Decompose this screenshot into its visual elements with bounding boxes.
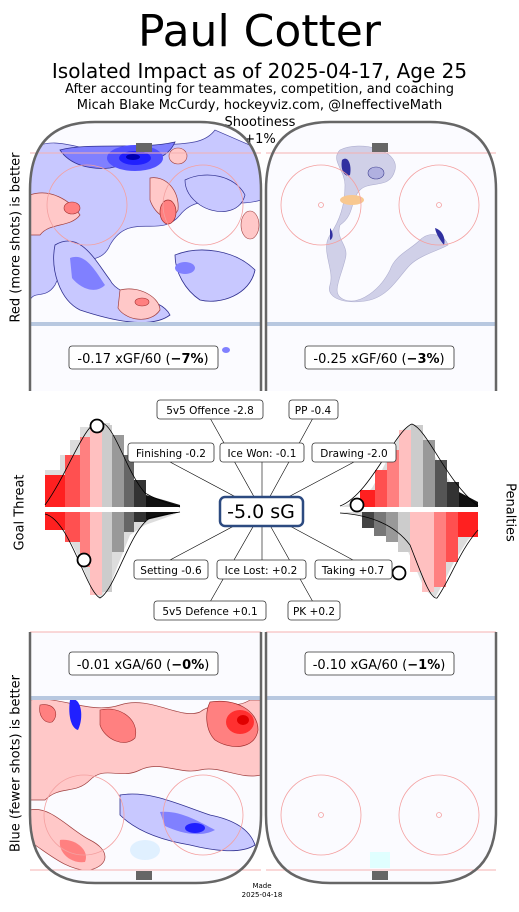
svg-text:Drawing -2.0: Drawing -2.0 — [320, 448, 388, 460]
svg-text:Ice Lost: +0.2: Ice Lost: +0.2 — [225, 565, 298, 577]
penalties-distribution — [339, 423, 479, 599]
label-defence-5v5: -0.01 xGA/60 (−0%) — [68, 651, 219, 676]
made-footer: Made 2025-04-18 — [240, 882, 284, 900]
component-defence-5v5: 5v5 Defence +0.1 — [153, 600, 267, 621]
component-pp: PP -0.4 — [288, 399, 339, 420]
svg-text:-0.17 xGF/60 (−7%): -0.17 xGF/60 (−7%) — [77, 352, 208, 367]
credit-line-2: Micah Blake McCurdy, hockeyviz.com, @Ine… — [76, 98, 443, 113]
goal-threat-distribution — [44, 418, 181, 599]
component-offence-5v5: 5v5 Offence -2.8 — [156, 399, 264, 420]
label-offence-5v5: -0.17 xGF/60 (−7%) — [68, 345, 219, 370]
total-sg-box: -5.0 sG — [218, 495, 305, 528]
component-taking: Taking +0.7 — [314, 559, 393, 580]
component-ice-lost: Ice Lost: +0.2 — [216, 559, 307, 580]
defence-marker — [76, 552, 92, 568]
svg-text:-0.01 xGA/60 (−0%): -0.01 xGA/60 (−0%) — [77, 658, 210, 673]
svg-text:-0.25 xGF/60 (−3%): -0.25 xGF/60 (−3%) — [313, 352, 444, 367]
component-setting: Setting -0.6 — [133, 559, 209, 580]
made-date: 2025-04-18 — [241, 891, 283, 899]
svg-text:Ice Won: -0.1: Ice Won: -0.1 — [228, 448, 297, 460]
svg-text:Setting -0.6: Setting -0.6 — [140, 565, 202, 577]
page-subtitle: Isolated Impact as of 2025-04-17, Age 25 — [51, 59, 468, 83]
svg-text:PP -0.4: PP -0.4 — [295, 405, 332, 417]
taking-marker — [391, 565, 407, 581]
made-label: Made — [252, 882, 272, 890]
component-drawing: Drawing -2.0 — [311, 442, 397, 463]
component-finishing: Finishing -0.2 — [127, 442, 215, 463]
rink-offence-pp — [264, 120, 498, 391]
component-ice-won: Ice Won: -0.1 — [219, 442, 305, 463]
shootiness-value: +1% — [244, 132, 276, 147]
svg-text:Finishing -0.2: Finishing -0.2 — [136, 448, 206, 460]
page-title: Paul Cotter — [138, 6, 381, 57]
shootiness-label: Shootiness — [224, 115, 296, 130]
svg-text:PK +0.2: PK +0.2 — [293, 606, 335, 618]
rink-offence-5v5 — [28, 120, 263, 391]
component-pk: PK +0.2 — [287, 600, 341, 621]
svg-text:-0.10 xGA/60 (−1%): -0.10 xGA/60 (−1%) — [313, 658, 446, 673]
svg-text:Taking +0.7: Taking +0.7 — [321, 565, 384, 577]
svg-text:5v5 Offence -2.8: 5v5 Offence -2.8 — [166, 405, 254, 417]
svg-text:-5.0 sG: -5.0 sG — [227, 501, 295, 523]
credit-line-1: After accounting for teammates, competit… — [65, 82, 454, 97]
drawing-marker — [349, 497, 365, 513]
offence-marker — [89, 418, 105, 434]
label-defence-pk: -0.10 xGA/60 (−1%) — [304, 651, 455, 676]
svg-text:5v5 Defence +0.1: 5v5 Defence +0.1 — [162, 606, 257, 618]
label-offence-pp: -0.25 xGF/60 (−3%) — [304, 345, 455, 370]
